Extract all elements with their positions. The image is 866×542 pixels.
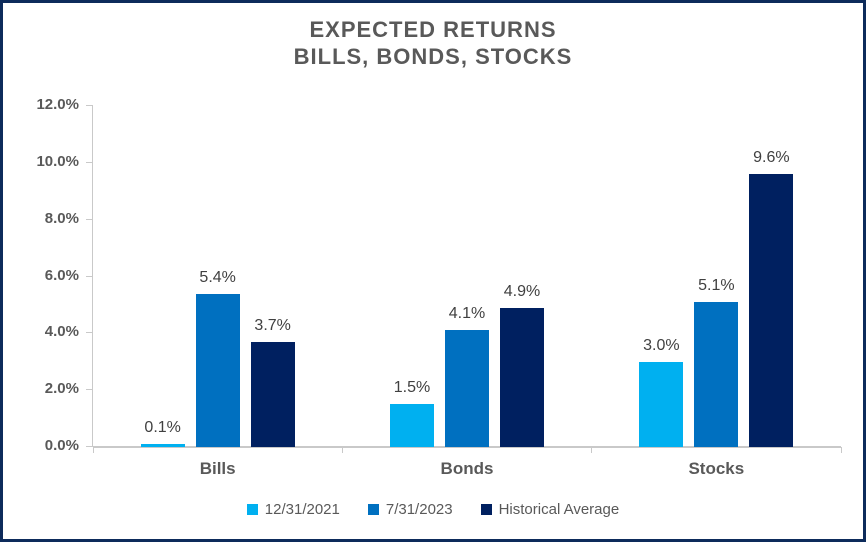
legend-label: 12/31/2021 (264, 501, 340, 518)
chart-title-line-2: BILLS, BONDS, STOCKS (293, 44, 573, 69)
y-tick-label: 2.0% (44, 380, 79, 398)
y-tick-mark (86, 105, 93, 106)
bar (749, 174, 794, 447)
y-tick-mark (86, 446, 93, 447)
bar-data-label: 3.7% (254, 316, 291, 334)
legend-swatch-icon (246, 504, 258, 515)
category-label: Bonds (440, 459, 494, 478)
bar-data-label: 0.1% (144, 419, 181, 437)
legend-swatch-icon (480, 504, 492, 515)
y-tick-label: 6.0% (44, 266, 79, 284)
legend-label: 7/31/2023 (385, 501, 453, 518)
bar-data-label: 5.1% (698, 277, 735, 295)
chart-title-line-1: EXPECTED RETURNS (309, 17, 557, 42)
y-axis-line (92, 106, 93, 447)
x-tick-mark (591, 447, 593, 453)
y-tick-mark (86, 218, 93, 220)
y-tick-mark (86, 389, 93, 391)
bar-data-label: 5.4% (199, 268, 236, 286)
bar-data-label: 3.0% (643, 336, 680, 354)
bar (694, 302, 739, 447)
chart-title: EXPECTED RETURNS BILLS, BONDS, STOCKS (3, 16, 863, 70)
bar (195, 293, 240, 447)
bar-data-label: 1.5% (393, 379, 431, 397)
bar (500, 307, 544, 447)
bar-data-label: 4.9% (503, 282, 541, 300)
x-tick-mark (341, 447, 343, 453)
bar (250, 341, 295, 447)
legend-item: 7/31/2023 (367, 501, 453, 518)
y-tick-mark (86, 275, 93, 277)
bar-data-label: 4.1% (448, 305, 486, 323)
plot-area: 0.0% 2.0% 4.0% 6.0% 8.0% 10.0% 12.0% Bills 0.1% 5… (3, 3, 863, 539)
y-tick-label: 8.0% (44, 209, 79, 227)
legend-item: 12/31/2021 (246, 501, 340, 518)
x-tick-mark (840, 447, 842, 453)
legend-item: Historical Average (480, 501, 620, 518)
y-tick-mark (86, 161, 93, 163)
y-tick-label: 4.0% (44, 323, 79, 341)
legend-label: Historical Average (498, 501, 620, 518)
bar (445, 330, 489, 447)
y-tick-mark (86, 332, 93, 334)
x-tick-mark (92, 447, 94, 453)
bar-data-label: 9.6% (753, 149, 790, 167)
y-tick-label: 12.0% (36, 96, 79, 113)
bar (639, 361, 684, 447)
legend-swatch-icon (367, 504, 379, 515)
category-label: Bills (199, 459, 236, 478)
category-label: Stocks (688, 459, 745, 478)
legend: 12/31/2021 7/31/2023 Historical Average (3, 501, 863, 518)
x-axis-line (93, 446, 841, 448)
bar (390, 404, 434, 447)
y-tick-label: 0.0% (44, 437, 79, 454)
bar (140, 444, 185, 447)
y-tick-label: 10.0% (36, 152, 79, 170)
